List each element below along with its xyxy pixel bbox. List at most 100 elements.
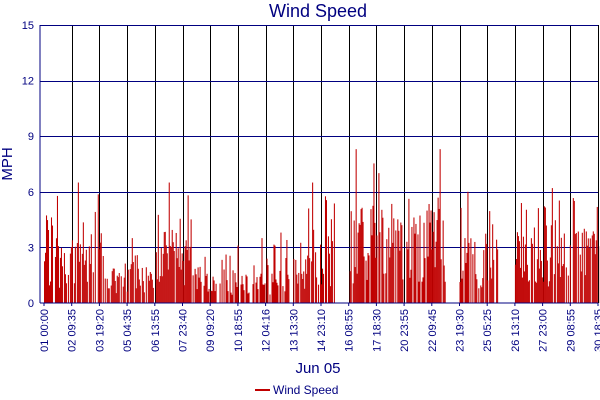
wind-speed-bar	[379, 232, 381, 303]
wind-speed-bar	[304, 288, 306, 303]
wind-speed-bar	[276, 282, 278, 303]
x-tick-label: 22 09:45	[427, 309, 439, 352]
wind-speed-bar	[349, 271, 351, 303]
wind-speed-bar	[588, 247, 590, 303]
wind-speed-bar	[203, 285, 205, 303]
wind-speed-bar	[186, 250, 188, 303]
wind-speed-bar	[327, 236, 329, 303]
wind-speed-bar	[353, 220, 355, 303]
wind-speed-bar	[411, 226, 413, 303]
wind-speed-bar	[71, 240, 73, 303]
wind-speed-bar	[61, 266, 63, 303]
wind-speed-bar	[460, 207, 462, 303]
wind-speed-bar	[385, 273, 387, 303]
y-tick-label: 6	[28, 187, 34, 199]
wind-speed-bar	[322, 273, 325, 303]
wind-speed-bar	[237, 245, 239, 303]
wind-speed-bar	[328, 253, 330, 303]
wind-speed-bar	[194, 268, 196, 303]
wind-speed-bar	[117, 277, 119, 303]
wind-speed-bar	[528, 280, 530, 303]
wind-speed-bar	[221, 259, 223, 303]
wind-speed-bar	[261, 238, 263, 303]
wind-speed-bar	[102, 256, 104, 303]
wind-speed-bar	[266, 258, 268, 303]
wind-speed-bar	[427, 256, 429, 303]
wind-speed-bar	[142, 281, 144, 303]
wind-speed-bar	[199, 266, 201, 303]
wind-speed-bar	[594, 254, 596, 303]
wind-speed-bar	[223, 269, 225, 303]
wind-speed-bar	[421, 281, 423, 303]
wind-speed-bar	[100, 233, 102, 303]
wind-speed-bar	[352, 283, 354, 303]
wind-speed-series	[44, 149, 600, 303]
wind-speed-bar	[315, 252, 317, 303]
wind-speed-bar	[76, 243, 78, 303]
wind-speed-bar	[282, 286, 284, 303]
wind-speed-bar	[169, 245, 171, 303]
wind-speed-bar	[321, 284, 323, 303]
wind-speed-bar	[539, 249, 541, 303]
wind-speed-bar	[225, 254, 227, 303]
wind-speed-bar	[114, 280, 116, 303]
wind-speed-bar	[208, 288, 210, 303]
wind-speed-bar	[386, 239, 388, 303]
wind-speed-bar	[580, 271, 582, 303]
wind-speed-bar	[111, 271, 113, 303]
wind-speed-bar	[120, 276, 122, 303]
wind-speed-bar	[189, 246, 191, 303]
wind-speed-bar	[493, 259, 495, 303]
wind-speed-bar	[44, 261, 46, 303]
wind-speed-bar	[284, 291, 286, 303]
wind-speed-bar	[422, 277, 424, 303]
wind-speed-bar	[440, 259, 442, 303]
wind-speed-bar	[192, 275, 194, 303]
wind-speed-bar	[267, 265, 269, 303]
wind-speed-bar	[371, 235, 373, 303]
wind-speed-bar	[247, 293, 249, 303]
wind-speed-bar	[395, 230, 397, 303]
wind-speed-bar	[542, 281, 544, 303]
wind-speed-bar	[333, 203, 335, 303]
wind-speed-bar	[476, 279, 478, 303]
wind-speed-bar	[368, 255, 370, 303]
wind-speed-bar	[584, 275, 586, 303]
wind-speed-bar	[355, 149, 357, 303]
x-tick-label: 10 18:55	[233, 309, 245, 352]
wind-speed-bar	[417, 234, 419, 303]
wind-speed-bar	[248, 292, 250, 303]
wind-speed-bar	[478, 288, 480, 303]
wind-speed-bar	[307, 255, 309, 303]
wind-speed-bar	[586, 245, 588, 303]
wind-speed-bar	[596, 206, 598, 303]
wind-speed-bar	[467, 191, 469, 303]
wind-speed-bar	[497, 249, 499, 303]
wind-speed-bar	[65, 283, 67, 303]
wind-speed-bar	[547, 286, 549, 303]
wind-speed-bar	[272, 282, 274, 303]
wind-speed-bar	[535, 282, 537, 303]
wind-speed-bar	[492, 224, 494, 303]
wind-speed-bar	[54, 256, 56, 303]
wind-speed-bar	[229, 255, 231, 303]
wind-speed-bar	[177, 248, 179, 303]
x-tick-label: 20 23:55	[399, 309, 411, 352]
wind-speed-bar	[465, 262, 467, 303]
wind-speed-bar	[308, 208, 310, 303]
wind-speed-bar	[562, 264, 564, 303]
wind-speed-bar	[70, 247, 72, 303]
wind-speed-bar	[388, 227, 390, 303]
wind-speed-bar	[149, 272, 151, 303]
wind-speed-bar	[198, 277, 200, 303]
wind-speed-bar	[302, 278, 304, 303]
wind-speed-bar	[297, 283, 299, 303]
wind-speed-bar	[279, 270, 281, 303]
wind-speed-bar	[419, 215, 421, 303]
wind-speed-bar	[143, 292, 145, 303]
x-tick-label: 16 08:55	[344, 309, 356, 352]
wind-speed-bar	[179, 218, 181, 303]
wind-speed-bar	[577, 231, 579, 303]
wind-speed-bar	[424, 258, 426, 303]
